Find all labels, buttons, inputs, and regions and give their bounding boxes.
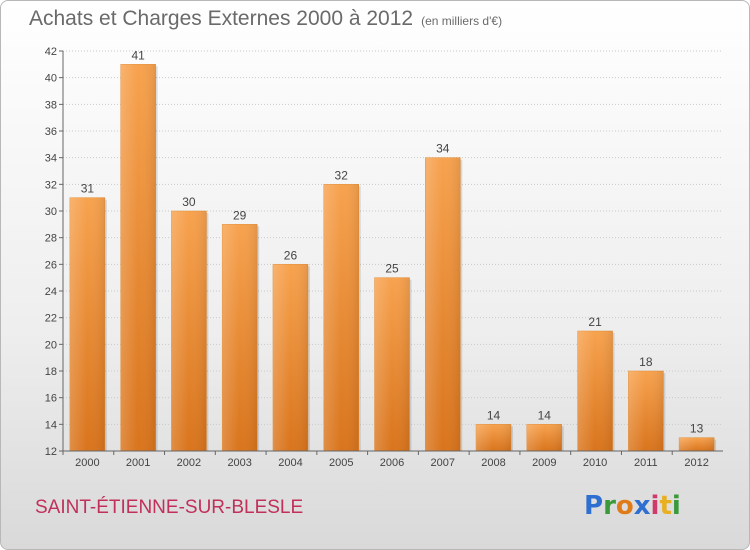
bar-shine (526, 424, 562, 451)
bar-value-label: 21 (588, 315, 602, 329)
bars: 31 41 30 29 26 32 25 34 14 14 21 18 13 (69, 48, 717, 452)
chart-subtitle: (en milliers d'€) (421, 14, 503, 28)
y-tick-label: 38 (45, 99, 57, 111)
y-tick-label: 34 (45, 153, 57, 165)
x-tick-label: 2007 (431, 457, 455, 469)
bar-value-label: 13 (690, 422, 704, 436)
bar-shine (69, 197, 105, 451)
y-tick-label: 24 (45, 286, 57, 298)
logo-letter: t (659, 491, 672, 521)
y-tick-label: 42 (45, 46, 57, 58)
logo-letter: i (671, 491, 681, 521)
bar-value-label: 18 (639, 355, 653, 369)
bar-value-label: 26 (284, 248, 298, 262)
axes: 12 14 16 18 20 22 24 26 28 30 32 34 36 38 40 42 2000 2001… (45, 46, 723, 469)
chart-title-text: Achats et Charges Externes 2000 à 2012 (29, 7, 414, 30)
bar-value-label: 41 (131, 48, 145, 62)
x-tick-label: 2003 (227, 457, 251, 469)
proxiti-logo[interactable]: Proxiti (584, 491, 681, 521)
bar-shine (628, 371, 664, 451)
logo-letter: P (584, 491, 604, 521)
bar-shine (222, 224, 258, 451)
x-tick-label: 2011 (634, 457, 658, 469)
x-tick-label: 2004 (278, 457, 302, 469)
bar-value-label: 32 (335, 168, 349, 182)
x-tick-label: 2000 (75, 457, 99, 469)
y-tick-label: 36 (45, 126, 57, 138)
bar-value-label: 30 (182, 195, 196, 209)
y-tick-label: 12 (45, 446, 57, 458)
bar-value-label: 14 (487, 408, 501, 422)
x-tick-label: 2006 (380, 457, 404, 469)
y-tick-label: 14 (45, 419, 57, 431)
logo-letter: r (603, 491, 616, 521)
x-tick-label: 2012 (684, 457, 708, 469)
y-tick-label: 22 (45, 313, 57, 325)
bar-shine (425, 157, 461, 451)
bar-value-label: 31 (81, 182, 95, 196)
y-tick-label: 30 (45, 206, 57, 218)
y-tick-label: 26 (45, 259, 57, 271)
logo-letter: i (650, 491, 660, 521)
bar-shine (120, 64, 156, 452)
bar-shine (577, 331, 613, 451)
x-tick-label: 2002 (177, 457, 201, 469)
x-tick-label: 2008 (481, 457, 505, 469)
x-tick-label: 2010 (583, 457, 607, 469)
bar-value-label: 29 (233, 208, 247, 222)
y-tick-label: 20 (45, 339, 57, 351)
y-tick-label: 18 (45, 366, 57, 378)
y-tick-label: 28 (45, 233, 57, 245)
commune-name: SAINT-ÉTIENNE-SUR-BLESLE (35, 497, 304, 518)
bar-value-label: 14 (538, 408, 552, 422)
bar-shine (476, 424, 512, 451)
bar-shine (272, 264, 308, 451)
y-tick-label: 40 (45, 73, 57, 85)
x-tick-label: 2009 (532, 457, 556, 469)
bar-shine (323, 184, 359, 452)
bar-shine (374, 277, 410, 451)
logo-letter: x (633, 491, 651, 521)
bar-value-label: 25 (385, 262, 399, 276)
bar-value-label: 34 (436, 142, 450, 156)
y-tick-label: 32 (45, 179, 57, 191)
bar-shine (171, 211, 207, 451)
chart-title: Achats et Charges Externes 2000 à 2012 (e… (29, 7, 502, 31)
x-tick-label: 2001 (126, 457, 150, 469)
x-tick-label: 2005 (329, 457, 353, 469)
y-tick-label: 16 (45, 393, 57, 405)
logo-letter: o (615, 491, 634, 521)
bar-shine (679, 437, 715, 451)
